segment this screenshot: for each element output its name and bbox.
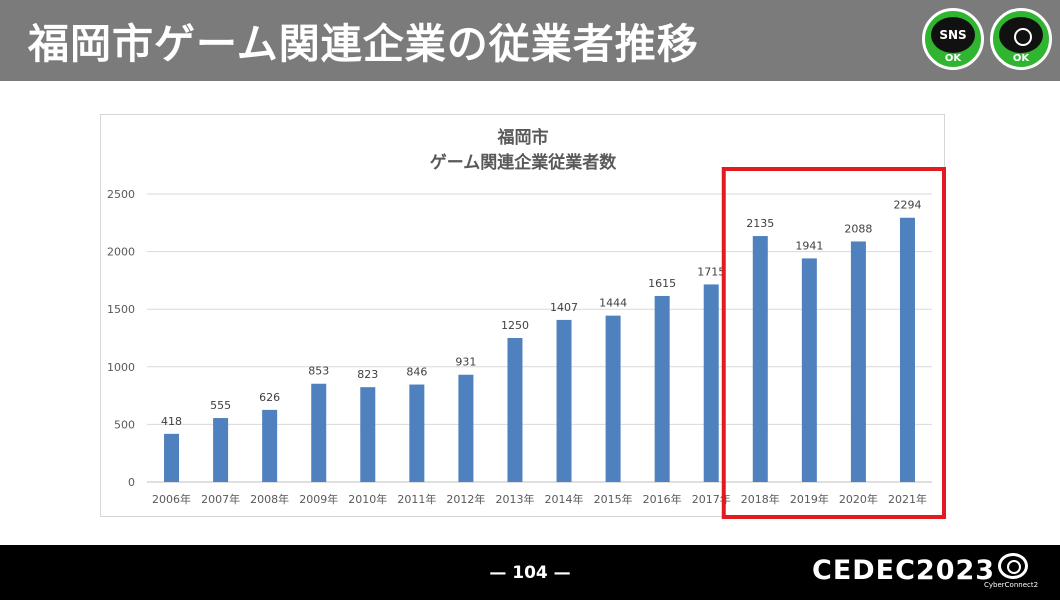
bar <box>311 383 327 482</box>
bar <box>164 433 180 482</box>
bar <box>703 284 719 482</box>
bar <box>801 258 817 482</box>
slide-title: 福岡市ゲーム関連企業の従業者推移 <box>28 20 699 68</box>
data-label: 2294 <box>893 199 921 212</box>
bar <box>458 374 474 482</box>
data-label: 1941 <box>795 239 823 252</box>
slide-footer: — 104 — CEDEC2023 CyberConnect2 <box>0 545 1060 600</box>
sns-ok-label: OK <box>944 53 962 64</box>
x-tick-label: 2011年 <box>397 492 436 506</box>
y-tick-label: 1000 <box>107 361 135 374</box>
x-tick-label: 2015年 <box>594 492 633 506</box>
y-tick-label: 1500 <box>107 303 135 316</box>
x-tick-label: 2007年 <box>201 492 240 506</box>
data-label: 2088 <box>844 222 872 235</box>
highlight-box <box>721 167 946 519</box>
bar <box>752 236 768 482</box>
company-logo: CyberConnect2 <box>984 581 1039 589</box>
slide-header: 福岡市ゲーム関連企業の従業者推移 SNS OK OK <box>0 0 1060 81</box>
chart-title-line: 福岡市 <box>497 127 549 148</box>
x-tick-label: 2016年 <box>643 492 682 506</box>
bar <box>556 319 572 482</box>
bar <box>213 418 229 482</box>
x-tick-label: 2021年 <box>888 492 927 506</box>
x-tick-label: 2009年 <box>299 492 338 506</box>
bar <box>850 241 866 482</box>
data-label: 853 <box>308 365 329 378</box>
x-tick-label: 2019年 <box>790 492 829 506</box>
y-tick-label: 2000 <box>107 246 135 259</box>
camera-ok-label: OK <box>1012 53 1030 64</box>
bar <box>507 338 523 482</box>
data-label: 823 <box>357 368 378 381</box>
y-tick-label: 2500 <box>107 188 135 201</box>
data-label: 1444 <box>599 297 627 310</box>
sns-ok-badge: SNS OK <box>922 8 984 70</box>
data-label: 555 <box>210 399 231 412</box>
bar <box>409 384 425 482</box>
x-tick-label: 2013年 <box>495 492 534 506</box>
x-tick-label: 2006年 <box>152 492 191 506</box>
bar <box>360 387 376 482</box>
data-label: 2135 <box>746 217 774 230</box>
x-tick-label: 2017年 <box>692 492 731 506</box>
data-label: 1715 <box>697 265 725 278</box>
camera-icon <box>999 17 1043 53</box>
page-number: — 104 — <box>489 563 571 583</box>
data-label: 626 <box>259 391 280 404</box>
y-tick-label: 0 <box>128 476 135 489</box>
data-label: 1250 <box>501 319 529 332</box>
camera-lens <box>1014 28 1032 46</box>
data-label: 1615 <box>648 277 676 290</box>
x-tick-label: 2014年 <box>545 492 584 506</box>
data-label: 418 <box>161 415 182 428</box>
data-label: 1407 <box>550 301 578 314</box>
bar <box>262 409 278 482</box>
x-tick-label: 2010年 <box>348 492 387 506</box>
bar <box>654 295 670 482</box>
camera-ok-badge: OK <box>990 8 1052 70</box>
company-logo-icon <box>998 553 1028 579</box>
bar <box>605 315 621 482</box>
x-tick-label: 2008年 <box>250 492 289 506</box>
data-label: 931 <box>455 356 476 369</box>
y-tick-label: 500 <box>114 418 135 431</box>
chart-title-line: ゲーム関連企業従業者数 <box>430 152 617 173</box>
bar <box>899 217 915 482</box>
sns-bubble-icon: SNS <box>931 17 975 53</box>
x-tick-label: 2018年 <box>741 492 780 506</box>
data-label: 846 <box>406 366 427 379</box>
x-tick-label: 2020年 <box>839 492 878 506</box>
event-logo: CEDEC2023 <box>812 555 996 586</box>
x-tick-label: 2012年 <box>446 492 485 506</box>
